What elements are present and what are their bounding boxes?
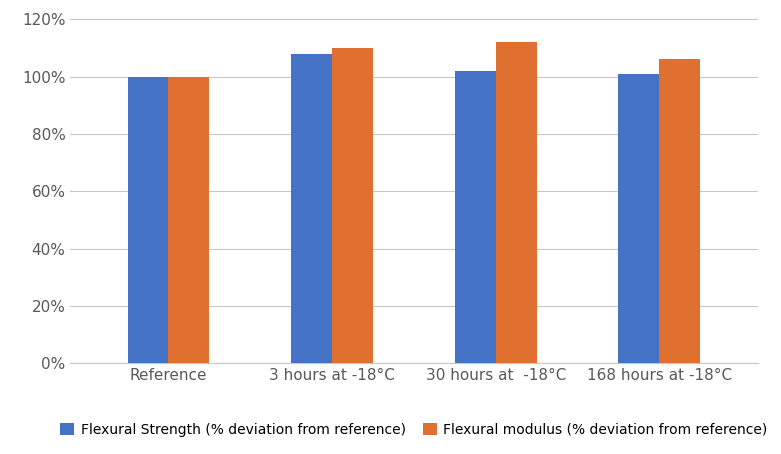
- Bar: [291, 54, 332, 363]
- Bar: [455, 71, 496, 363]
- Bar: [332, 48, 373, 363]
- Bar: [619, 74, 659, 363]
- Bar: [496, 42, 537, 363]
- Bar: [127, 77, 169, 363]
- Bar: [169, 77, 209, 363]
- Legend: Flexural Strength (% deviation from reference), Flexural modulus (% deviation fr: Flexural Strength (% deviation from refe…: [60, 423, 768, 437]
- Bar: [659, 59, 701, 363]
